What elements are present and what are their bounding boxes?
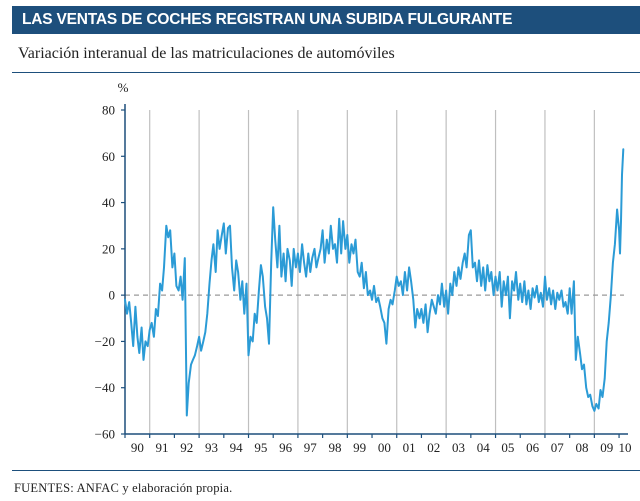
y-tick-label: −40 <box>95 380 115 395</box>
series-line <box>124 148 625 417</box>
x-tick-label: 95 <box>254 440 267 455</box>
x-tick-label: 10 <box>619 440 632 455</box>
axes <box>121 104 628 438</box>
x-tick-label: 09 <box>600 440 613 455</box>
y-tick-labels: 80 60 40 20 0 −20 −40 −60 <box>95 103 115 442</box>
chart-title: LAS VENTAS DE COCHES REGISTRAN UNA SUBID… <box>22 11 513 28</box>
y-tick-label: 0 <box>109 288 116 303</box>
x-tick-label: 90 <box>131 440 144 455</box>
x-tick-label: 94 <box>230 440 244 455</box>
chart-subtitle: Variación interanual de las matriculacio… <box>18 45 395 62</box>
x-tick-label: 05 <box>501 440 514 455</box>
x-tick-label: 93 <box>205 440 218 455</box>
x-tick-labels: 90 91 92 93 94 95 96 97 98 99 00 01 02 03 04 05 06 07 08 09… <box>131 440 632 455</box>
y-tick-label: −60 <box>95 427 115 442</box>
x-tick-label: 02 <box>427 440 440 455</box>
footer-divider <box>12 470 640 471</box>
source-note: FUENTES: ANFAC y elaboración propia. <box>14 481 233 495</box>
series-group <box>124 148 625 417</box>
x-tick-label: 99 <box>353 440 366 455</box>
x-tick-label: 03 <box>452 440 465 455</box>
x-tick-label: 96 <box>279 440 293 455</box>
x-tick-label: 08 <box>576 440 589 455</box>
y-tick-label: 60 <box>102 149 115 164</box>
y-axis-unit-label: % <box>118 80 129 95</box>
x-tick-label: 98 <box>328 440 341 455</box>
x-tick-label: 91 <box>156 440 169 455</box>
x-tick-label: 97 <box>304 440 318 455</box>
y-tick-label: 40 <box>102 195 115 210</box>
x-tick-label: 01 <box>403 440 416 455</box>
x-tick-label: 06 <box>526 440 540 455</box>
subtitle-divider <box>12 72 640 73</box>
x-tick-label: 04 <box>477 440 491 455</box>
line-chart: 80 60 40 20 0 −20 −40 −60 90 91 92 93 94 95 96 97 98 99 0… <box>95 80 632 455</box>
x-tick-label: 92 <box>180 440 193 455</box>
x-tick-label: 07 <box>551 440 565 455</box>
y-tick-label: 20 <box>102 241 115 256</box>
y-tick-label: −20 <box>95 334 115 349</box>
gridlines <box>149 110 595 434</box>
x-tick-label: 00 <box>378 440 391 455</box>
y-tick-label: 80 <box>102 103 115 118</box>
title-bar: LAS VENTAS DE COCHES REGISTRAN UNA SUBID… <box>12 6 640 34</box>
